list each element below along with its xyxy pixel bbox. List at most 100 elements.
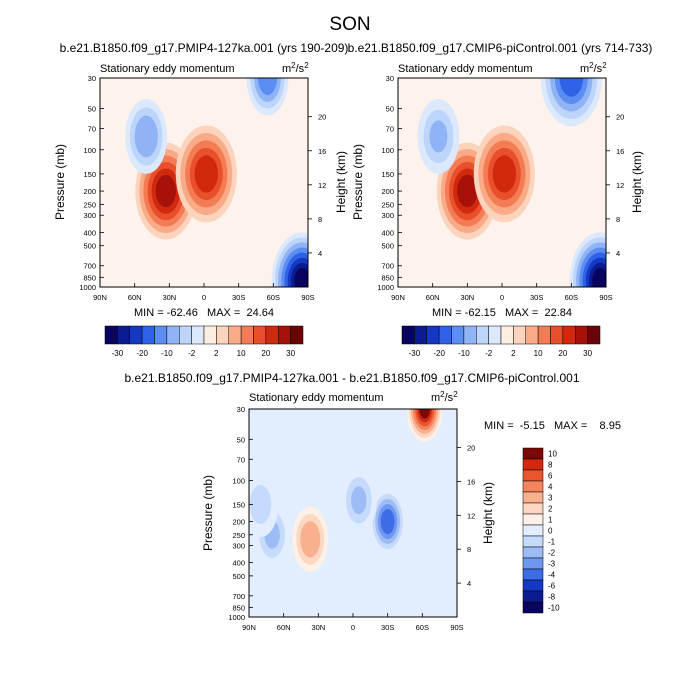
panel-left: b.e21.B1850.f09_g17.PMIP4-127ka.001 (yrs… [53,41,348,358]
panel-diff-feature-2-level-5 [383,514,392,530]
panel-left-feature-1-level-5 [199,162,214,186]
panel-right-feature-1-level-5 [497,162,512,186]
panel-right-colorbar-label-7: 30 [583,349,592,358]
panel-left-plot [100,78,308,287]
panel-diff-colorbar-box-6 [522,513,544,526]
panel-left-title: b.e21.B1850.f09_g17.PMIP4-127ka.001 (yrs… [60,41,349,55]
panel-right-feature-0-level-6 [461,181,474,201]
panel-right-htick-label-4: 4 [616,249,620,258]
panel-right-colorbar-label-4: 2 [511,349,516,358]
panel-left-colorbar-box-15 [290,325,304,345]
panel-diff-colorbar-label-8: -1 [548,538,556,547]
panel-right-colorbar-box-3 [438,325,452,345]
panel-right-colorbar-box-7 [488,325,502,345]
panel-right-min-max: MIN = -62.15 MAX = 22.84 [432,307,572,319]
panel-diff-xtick-label-3: 0 [351,623,355,632]
panel-diff-min-max: MIN = -5.15 MAX = 8.95 [484,420,621,432]
panel-diff-colorbar-box-4 [522,491,544,504]
panel-right-ytick-label-6: 250 [381,200,394,209]
panel-left-colorbar-label-6: 20 [261,349,270,358]
panel-diff-htick-label-4: 4 [467,579,471,588]
panel-left-colorbar-box-10 [228,325,242,345]
panel-left-feature-2-level-3 [139,123,154,149]
panel-right-colorbar-label-0: -30 [409,349,421,358]
panel-left-colorbar: -30 -20 -10 -2 2 10 20 30 [104,325,304,358]
panel-left-left-label: Stationary eddy momentum [100,63,235,75]
panel-right-colorbar-box-4 [451,325,465,345]
panel-diff-colorbar-label-5: 2 [548,505,553,514]
panel-right-ytick-label-12: 1000 [377,283,394,292]
panel-left-colorbar-label-2: -10 [161,349,173,358]
panel-right-ytick-label-3: 100 [381,146,394,155]
panel-diff-colorbar-box-13 [522,590,544,603]
panel-right-ytick-label-11: 850 [381,273,394,282]
panel-right-xtick-label-2: 30N [460,293,474,302]
panel-left-ytick-label-7: 300 [83,211,96,220]
panel-diff-ylabel-right: Height (km) [481,482,495,544]
panel-right-colorbar-box-1 [414,325,427,345]
panel-right-colorbar-box-15 [587,325,601,345]
panel-left-ylabel-right: Height (km) [334,151,348,213]
panel-left-xtick-label-0: 90N [93,293,107,302]
panel-diff-colorbar-box-5 [522,502,544,515]
panel-left-colorbar-label-1: -20 [136,349,148,358]
panel-right-ylabel: Pressure (mb) [351,144,365,220]
panel-diff-ytick-label-2: 70 [237,455,245,464]
panel-diff-colorbar-label-4: 3 [548,494,553,503]
panel-right-ytick-label-4: 150 [381,170,394,179]
panel-left-colorbar-box-12 [253,325,267,345]
panel-right-colorbar-label-2: -10 [458,349,470,358]
panel-left-feature-3-level-4 [261,78,274,89]
panel-right-contours [417,78,606,287]
panel-left-xtick-label-3: 0 [202,293,206,302]
panel-left-colorbar-box-13 [265,325,279,345]
panel-right-htick-label-3: 8 [616,215,620,224]
panel-diff-xtick-label-4: 30S [381,623,394,632]
panel-right-ytick-label-2: 70 [386,125,394,134]
panel-left-ytick-label-1: 50 [88,104,96,113]
panel-diff-ytick-label-9: 500 [232,572,245,581]
panel-left-htick-label-0: 20 [318,113,326,122]
panel-left-colorbar-box-9 [216,325,229,345]
panel-left-colorbar-box-14 [278,325,291,345]
panel-diff-colorbar-label-14: -10 [548,604,560,613]
panel-right-title: b.e21.B1850.f09_g17.CMIP6-piControl.001 … [348,41,653,55]
panel-right-colorbar-label-1: -20 [433,349,445,358]
panel-diff-htick-label-3: 8 [467,545,471,554]
panel-diff-feature-1-level-3 [304,528,317,551]
panel-right-ytick-label-10: 700 [381,262,394,271]
panel-left-colorbar-box-4 [154,325,168,345]
panel-left-ytick-label-0: 30 [88,74,96,83]
panel-diff-colorbar-box-12 [522,579,544,592]
panel-diff-ytick-label-8: 400 [232,559,245,568]
panel-diff-ytick-label-7: 300 [232,542,245,551]
panel-diff-xtick-label-0: 90N [242,623,256,632]
panel-diff-colorbar-label-7: 0 [548,527,553,536]
panel-diff: b.e21.B1850.f09_g17.PMIP4-127ka.001 - b.… [125,371,621,632]
panel-right-colorbar-box-6 [476,325,489,345]
panel-right-units: m2/s2 [580,61,607,76]
panel-diff-feature-3-level-2 [351,486,367,515]
panel-left-colorbar-box-7 [191,325,205,345]
panel-diff-colorbar-box-2 [522,469,544,482]
panel-left-xtick-label-2: 30N [162,293,176,302]
panel-diff-xtick-label-5: 60S [416,623,429,632]
figure-title: SON [329,14,370,35]
panel-right-axes: 305070100150200250300400500700850100090N… [377,74,624,302]
panel-left-feature-4-level-8 [297,273,308,287]
panel-left-colorbar-label-4: 2 [214,349,219,358]
panel-left-colorbar-box-0 [104,325,118,345]
panel-right-feature-2-level-2 [429,120,448,153]
panel-diff-colorbar-box-0 [522,447,544,460]
panel-right-ytick-label-5: 200 [381,187,394,196]
panel-left-xtick-label-4: 30S [232,293,245,302]
panel-diff-contours [249,409,443,572]
panel-right-colorbar-box-13 [562,325,576,345]
panel-left-colorbar-box-2 [129,325,143,345]
panel-right-ylabel-right: Height (km) [630,151,644,213]
panel-diff-colorbar-label-6: 1 [548,516,553,525]
panel-left-htick-label-1: 16 [318,147,326,156]
panel-diff-ytick-label-12: 1000 [228,613,245,622]
panel-diff-ylabel: Pressure (mb) [201,475,215,551]
